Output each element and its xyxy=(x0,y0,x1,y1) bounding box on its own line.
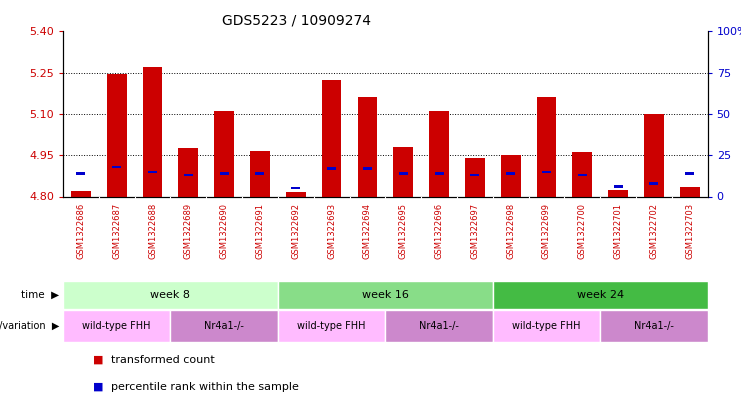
Bar xyxy=(219,172,229,174)
Text: GDS5223 / 10909274: GDS5223 / 10909274 xyxy=(222,14,371,28)
Text: wild-type FHH: wild-type FHH xyxy=(82,321,151,331)
Bar xyxy=(107,74,127,196)
Bar xyxy=(184,174,193,176)
Bar xyxy=(112,165,122,168)
Bar xyxy=(614,185,622,188)
Bar xyxy=(644,114,664,196)
Bar xyxy=(600,310,708,342)
Bar xyxy=(76,172,85,174)
Bar xyxy=(393,147,413,196)
Text: time  ▶: time ▶ xyxy=(21,290,59,300)
Text: genotype/variation  ▶: genotype/variation ▶ xyxy=(0,321,59,331)
Text: GSM1322695: GSM1322695 xyxy=(399,203,408,259)
Bar xyxy=(680,187,700,196)
Text: GSM1322689: GSM1322689 xyxy=(184,203,193,259)
Bar xyxy=(170,310,278,342)
Text: GSM1322697: GSM1322697 xyxy=(471,203,479,259)
Text: GSM1322692: GSM1322692 xyxy=(291,203,300,259)
Text: Nr4a1-/-: Nr4a1-/- xyxy=(419,321,459,331)
Text: GSM1322701: GSM1322701 xyxy=(614,203,622,259)
Bar xyxy=(573,152,592,196)
Text: GSM1322694: GSM1322694 xyxy=(363,203,372,259)
Bar xyxy=(143,67,162,196)
Bar xyxy=(327,167,336,170)
Bar xyxy=(179,149,198,196)
Bar xyxy=(71,191,90,196)
Text: transformed count: transformed count xyxy=(111,354,215,365)
Bar xyxy=(429,111,449,196)
Text: GSM1322699: GSM1322699 xyxy=(542,203,551,259)
Text: Nr4a1-/-: Nr4a1-/- xyxy=(205,321,244,331)
Bar xyxy=(63,310,170,342)
Text: ■: ■ xyxy=(93,382,103,392)
Bar xyxy=(649,182,659,185)
Text: percentile rank within the sample: percentile rank within the sample xyxy=(111,382,299,392)
Bar xyxy=(608,189,628,196)
Text: week 8: week 8 xyxy=(150,290,190,300)
Bar xyxy=(399,172,408,174)
Bar xyxy=(363,167,372,170)
Bar xyxy=(493,310,600,342)
Bar xyxy=(542,171,551,173)
Text: wild-type FHH: wild-type FHH xyxy=(512,321,581,331)
Text: GSM1322700: GSM1322700 xyxy=(578,203,587,259)
Bar xyxy=(434,172,444,174)
Text: GSM1322696: GSM1322696 xyxy=(434,203,444,259)
Bar xyxy=(536,97,556,196)
Bar xyxy=(322,80,342,196)
Text: week 16: week 16 xyxy=(362,290,409,300)
Text: GSM1322690: GSM1322690 xyxy=(219,203,229,259)
Text: GSM1322686: GSM1322686 xyxy=(76,203,85,259)
Bar xyxy=(358,97,377,196)
Bar xyxy=(385,310,493,342)
Text: Nr4a1-/-: Nr4a1-/- xyxy=(634,321,674,331)
Bar xyxy=(471,174,479,176)
Bar xyxy=(63,281,278,309)
Bar xyxy=(493,281,708,309)
Text: GSM1322702: GSM1322702 xyxy=(649,203,659,259)
Bar xyxy=(250,151,270,196)
Bar xyxy=(578,174,587,176)
Text: GSM1322698: GSM1322698 xyxy=(506,203,515,259)
Bar xyxy=(256,172,265,174)
Text: GSM1322687: GSM1322687 xyxy=(112,203,122,259)
Bar xyxy=(148,171,157,173)
Bar xyxy=(465,158,485,196)
Bar xyxy=(214,111,234,196)
Bar xyxy=(685,172,694,174)
Bar xyxy=(506,172,515,174)
Text: wild-type FHH: wild-type FHH xyxy=(297,321,366,331)
Bar xyxy=(278,310,385,342)
Text: week 24: week 24 xyxy=(576,290,624,300)
Text: GSM1322703: GSM1322703 xyxy=(685,203,694,259)
Text: GSM1322691: GSM1322691 xyxy=(256,203,265,259)
Bar xyxy=(501,155,520,196)
Text: GSM1322688: GSM1322688 xyxy=(148,203,157,259)
Text: GSM1322693: GSM1322693 xyxy=(327,203,336,259)
Bar xyxy=(286,192,305,196)
Bar xyxy=(278,281,493,309)
Text: ■: ■ xyxy=(93,354,103,365)
Bar xyxy=(291,187,300,189)
